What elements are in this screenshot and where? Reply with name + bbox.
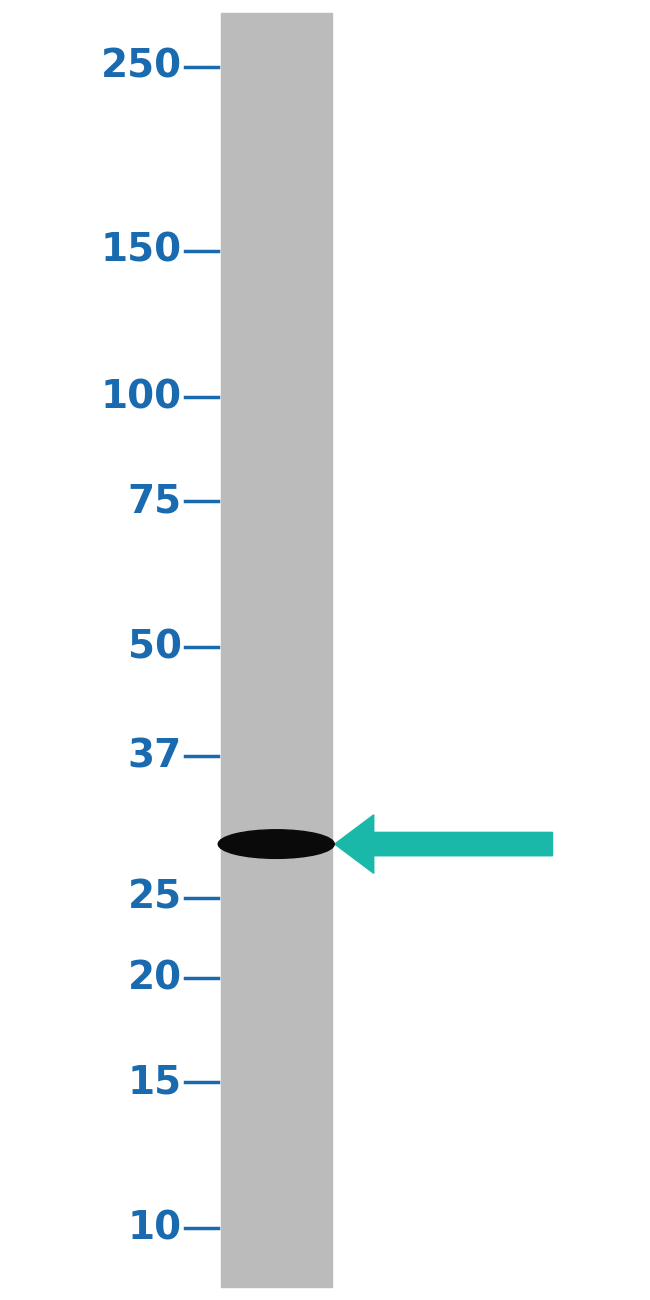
Text: 75: 75 [128, 482, 182, 520]
Text: 150: 150 [101, 231, 182, 270]
FancyArrow shape [335, 815, 552, 874]
Text: 250: 250 [101, 48, 182, 86]
Text: 25: 25 [128, 879, 182, 916]
Text: 10: 10 [128, 1209, 182, 1247]
Text: 100: 100 [101, 378, 182, 416]
Text: 50: 50 [128, 628, 182, 667]
Text: 37: 37 [128, 737, 182, 775]
Text: 20: 20 [128, 959, 182, 997]
Text: 15: 15 [128, 1063, 182, 1101]
